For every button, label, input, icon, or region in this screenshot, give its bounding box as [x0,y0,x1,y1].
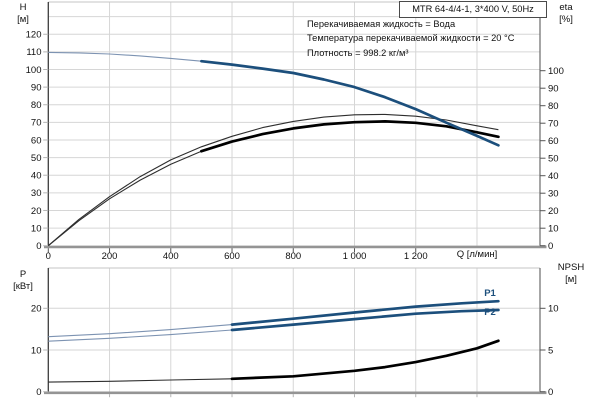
svg-text:0: 0 [36,387,41,398]
svg-text:40: 40 [31,171,42,182]
eta-axis-symbol: eta [559,2,573,13]
svg-text:600: 600 [224,251,240,262]
eta-axis-unit: [%] [559,14,573,25]
svg-text:10: 10 [548,304,559,315]
svg-text:80: 80 [548,101,559,112]
svg-text:0: 0 [36,241,41,252]
svg-text:20: 20 [548,206,559,217]
pump-model-box: MTR 64-4/4-1, 3*400 V, 50Hz [399,1,547,18]
svg-text:5: 5 [548,345,553,356]
liquid-info-block: Перекачиваемая жидкость = Вода Температу… [307,17,514,60]
svg-text:200: 200 [102,251,118,262]
h-axis-symbol: H [19,2,27,13]
curve-label-p1: P1 [484,288,496,299]
svg-text:50: 50 [548,154,559,165]
svg-text:50: 50 [31,153,42,164]
svg-text:0: 0 [548,387,553,398]
svg-text:30: 30 [31,188,42,199]
npsh-axis-symbol: NPSH [557,262,585,273]
info-temperature: Температура перекачиваемой жидкости = 20… [307,33,515,44]
svg-text:120: 120 [26,30,42,41]
svg-text:10: 10 [31,345,42,356]
h-axis-label: H [м] [6,2,40,26]
svg-text:60: 60 [31,135,42,146]
svg-text:100: 100 [26,65,42,76]
p-axis-unit: [кВт] [13,281,33,292]
svg-text:90: 90 [548,84,559,95]
svg-text:60: 60 [548,136,559,147]
svg-text:90: 90 [31,82,42,93]
info-liquid: Перекачиваемая жидкость = Вода [307,19,456,29]
svg-text:80: 80 [31,100,42,111]
svg-text:100: 100 [548,66,564,77]
q-axis-label: Q [л/мин] [456,249,498,260]
svg-text:400: 400 [163,251,179,262]
svg-text:20: 20 [31,206,42,217]
svg-text:800: 800 [285,251,301,262]
eta-axis-label: eta [%] [546,2,586,26]
svg-text:10: 10 [548,224,559,235]
svg-text:10: 10 [31,223,42,234]
svg-text:30: 30 [548,189,559,200]
svg-text:70: 70 [548,119,559,130]
curve-label-p2: P2 [484,307,496,318]
h-axis-unit: [м] [17,14,29,25]
npsh-axis-label: NPSH [м] [546,262,596,286]
svg-text:1 000: 1 000 [343,251,367,262]
p-axis-label: P [кВт] [2,269,44,293]
p-axis-symbol: P [19,269,27,280]
svg-text:1 200: 1 200 [404,251,428,262]
svg-text:110: 110 [26,47,41,58]
svg-text:0: 0 [548,241,553,252]
svg-text:0: 0 [46,251,51,262]
svg-text:20: 20 [31,304,42,315]
npsh-axis-unit: [м] [565,274,577,285]
info-density: Плотность = 998.2 кг/м³ [307,47,409,58]
svg-text:40: 40 [548,171,559,182]
svg-text:70: 70 [31,118,42,129]
